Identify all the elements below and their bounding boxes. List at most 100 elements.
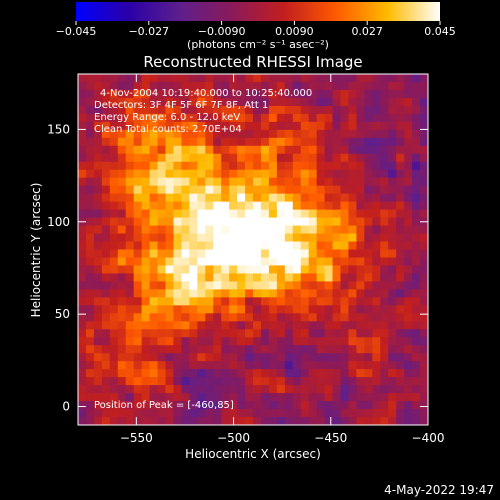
image-pixel [404, 225, 413, 235]
image-pixel [125, 369, 135, 378]
image-pixel [101, 369, 111, 378]
image-pixel [380, 113, 389, 123]
image-pixel [348, 353, 357, 362]
image-pixel [125, 105, 135, 115]
image-pixel [372, 297, 381, 306]
image-pixel [388, 417, 397, 425]
image-pixel [300, 273, 310, 283]
image-pixel [260, 417, 270, 425]
image-pixel [356, 97, 365, 107]
image-pixel [332, 113, 342, 123]
image-pixel [109, 297, 119, 306]
image-pixel [93, 81, 103, 91]
image-pixel [388, 193, 397, 203]
image-pixel [260, 121, 270, 131]
image-pixel [308, 297, 318, 306]
image-pixel [213, 401, 222, 410]
image-pixel [292, 129, 302, 139]
image-pixel [253, 345, 262, 354]
image-pixel [260, 233, 270, 243]
image-pixel [149, 313, 159, 322]
image-pixel [348, 129, 357, 139]
image-pixel [412, 233, 421, 243]
image-pixel [221, 113, 230, 123]
image-pixel [292, 393, 302, 402]
image-pixel [388, 361, 397, 370]
image-pixel [396, 377, 405, 386]
image-pixel [340, 241, 350, 251]
image-pixel [340, 97, 350, 107]
image-pixel [245, 305, 254, 314]
image-pixel [348, 113, 357, 123]
image-pixel [189, 81, 198, 91]
image-pixel [93, 185, 103, 195]
image-pixel [197, 153, 206, 163]
image-pixel [324, 201, 334, 211]
image-pixel [221, 81, 230, 91]
image-pixel [332, 417, 342, 425]
image-pixel [404, 113, 413, 123]
image-pixel [237, 97, 246, 107]
image-pixel [189, 321, 198, 330]
image-pixel [300, 297, 310, 306]
image-pixel [396, 313, 405, 322]
image-pixel [348, 169, 357, 179]
image-pixel [332, 313, 342, 322]
image-pixel [117, 233, 127, 243]
image-pixel [141, 265, 151, 275]
image-pixel [364, 201, 373, 211]
image-pixel [165, 297, 175, 306]
image-pixel [141, 297, 151, 306]
image-pixel [189, 225, 198, 235]
image-pixel [396, 161, 405, 171]
image-pixel [93, 385, 103, 394]
image-pixel [221, 89, 230, 99]
image-pixel [372, 321, 381, 330]
image-pixel [181, 201, 190, 211]
image-pixel [133, 409, 143, 418]
image-pixel [396, 209, 405, 219]
image-pixel [324, 289, 334, 298]
image-pixel [245, 257, 254, 267]
image-pixel [388, 153, 397, 163]
image-pixel [388, 233, 397, 243]
image-pixel [316, 377, 326, 386]
image-pixel [165, 201, 175, 211]
image-pixel [133, 137, 143, 147]
image-pixel [197, 201, 206, 211]
image-pixel [157, 345, 167, 354]
image-pixel [268, 74, 278, 83]
image-pixel [316, 241, 326, 251]
image-pixel [173, 289, 182, 298]
image-pixel [308, 145, 318, 155]
image-pixel [117, 313, 127, 322]
image-pixel [173, 401, 182, 410]
image-pixel [205, 129, 214, 139]
image-pixel [117, 401, 127, 410]
image-pixel [237, 273, 246, 283]
image-pixel [189, 305, 198, 314]
image-pixel [117, 153, 127, 163]
image-pixel [348, 257, 357, 267]
image-pixel [149, 97, 159, 107]
image-pixel [404, 265, 413, 275]
image-pixel [340, 305, 350, 314]
image-pixel [109, 353, 119, 362]
image-pixel [205, 225, 214, 235]
image-pixel [276, 345, 286, 354]
image-pixel [197, 393, 206, 402]
image-pixel [412, 193, 421, 203]
image-pixel [245, 137, 254, 147]
image-pixel [260, 217, 270, 227]
image-pixel [340, 177, 350, 187]
image-pixel [300, 257, 310, 267]
image-pixel [356, 145, 365, 155]
image-pixel [284, 129, 294, 139]
image-pixel [420, 129, 428, 139]
image-pixel [372, 361, 381, 370]
image-pixel [253, 169, 262, 179]
image-pixel [300, 289, 310, 298]
image-pixel [260, 81, 270, 91]
image-pixel [364, 353, 373, 362]
image-pixel [237, 233, 246, 243]
